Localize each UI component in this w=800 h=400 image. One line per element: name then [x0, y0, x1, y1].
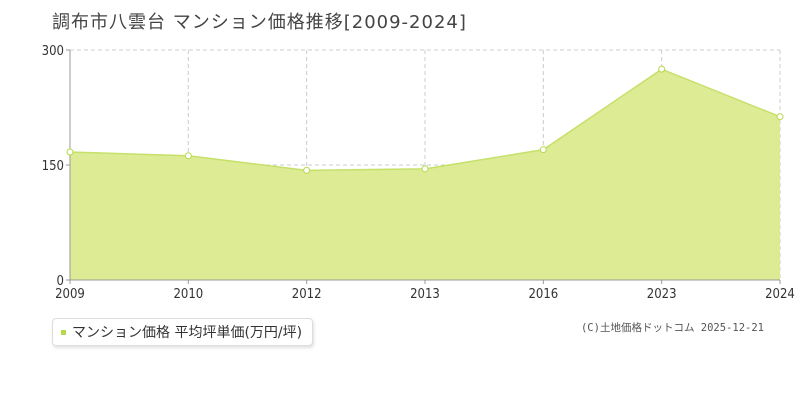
axes	[66, 49, 781, 284]
data-point	[66, 148, 74, 156]
x-tick-label: 2024	[765, 287, 795, 302]
x-tick-label: 2023	[647, 287, 677, 302]
data-point	[658, 65, 666, 73]
data-markers	[66, 65, 784, 174]
x-tick-label: 2010	[173, 287, 203, 302]
y-tick-label: 0	[57, 274, 64, 289]
credit-text: (C)土地価格ドットコム 2025-12-21	[580, 322, 764, 334]
data-point	[539, 146, 547, 154]
data-point	[421, 165, 429, 173]
x-tick-label: 2009	[55, 287, 85, 302]
legend-swatch	[61, 329, 66, 335]
series-area-fill	[70, 69, 780, 281]
x-tick-label: 2016	[528, 287, 558, 302]
data-point	[184, 152, 192, 160]
data-point	[303, 166, 311, 174]
legend: マンション価格 平均坪単価(万円/坪)	[52, 318, 314, 346]
chart-title: 調布市八雲台 マンション価格推移[2009-2024]	[52, 12, 467, 33]
data-point	[776, 113, 784, 121]
x-tick-label: 2012	[292, 287, 322, 302]
y-tick-label: 150	[42, 159, 64, 174]
legend-label: マンション価格 平均坪単価(万円/坪)	[72, 325, 303, 341]
x-tick-label: 2013	[410, 287, 440, 302]
y-tick-label: 300	[42, 44, 64, 59]
tick-labels: 0 150 300 2009 2010 2012 2013 2016 2023 2024	[42, 44, 795, 302]
